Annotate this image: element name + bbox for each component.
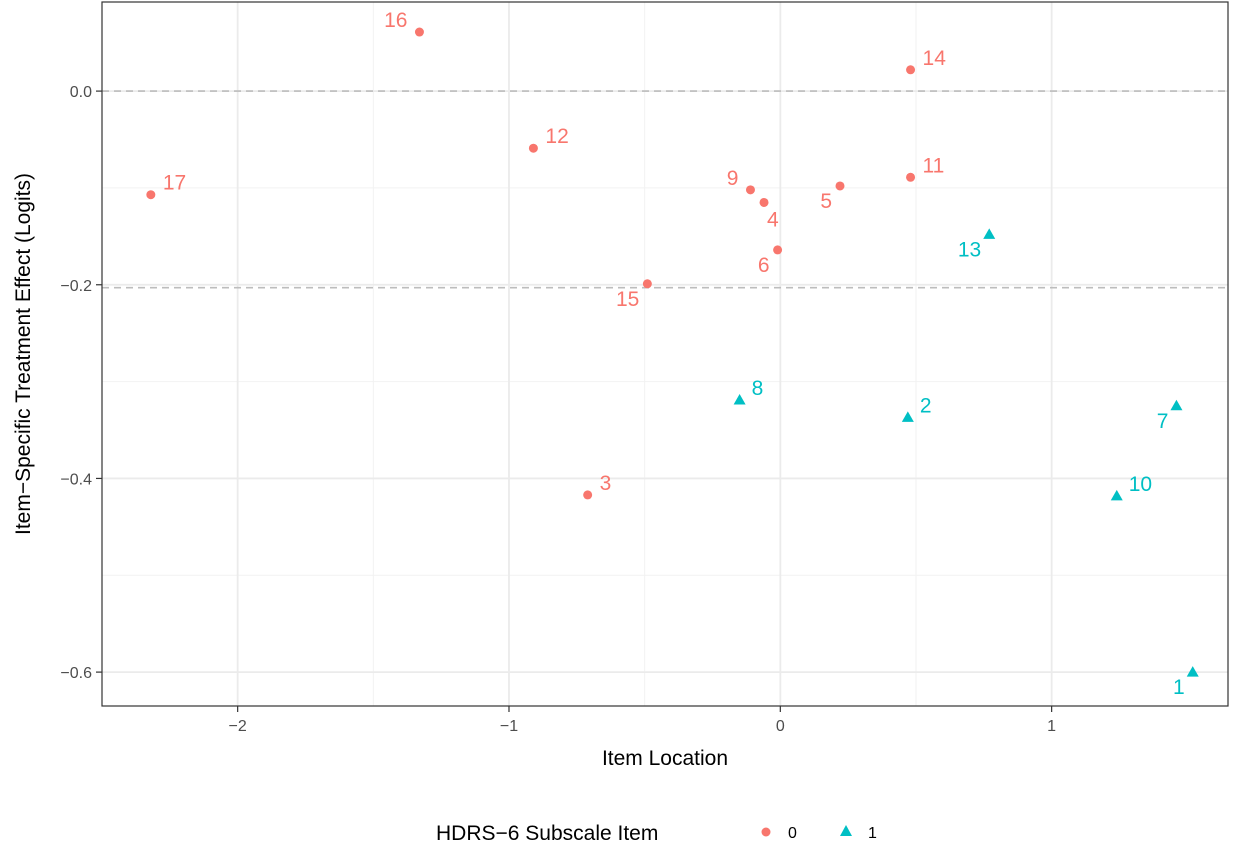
data-point-circle <box>528 143 538 153</box>
x-tick-label: 1 <box>1047 718 1056 735</box>
data-point-circle <box>835 181 845 191</box>
point-label: 4 <box>767 208 779 231</box>
y-tick-label: 0.0 <box>70 84 92 101</box>
point-label: 7 <box>1157 410 1169 433</box>
data-point-circle <box>773 245 783 255</box>
data-points <box>146 27 1199 677</box>
data-point-circle <box>906 172 916 182</box>
point-label: 6 <box>758 254 770 277</box>
y-tick-label: −0.2 <box>60 278 92 295</box>
point-label: 2 <box>920 394 932 417</box>
data-point-circle <box>146 190 156 200</box>
point-label: 5 <box>820 190 832 213</box>
point-labels: 16 14 12 17 11 9 5 4 6 15 3 13 8 2 7 10 1 <box>163 9 1185 699</box>
point-label: 10 <box>1129 473 1152 496</box>
legend-label: 0 <box>788 825 797 842</box>
legend-key-circle <box>761 827 771 837</box>
point-label: 16 <box>384 9 407 32</box>
data-point-circle <box>906 65 916 75</box>
data-point-circle <box>642 279 652 289</box>
data-point-triangle <box>983 228 996 239</box>
data-point-circle <box>745 185 755 195</box>
point-label: 1 <box>1173 676 1185 699</box>
legend-key-triangle <box>840 825 852 836</box>
x-tick-label: −2 <box>229 718 247 735</box>
y-axis-title: Item−Specific Treatment Effect (Logits) <box>12 173 35 535</box>
reference-lines <box>102 90 1228 289</box>
x-axis-title: Item Location <box>602 747 728 770</box>
data-point-circle <box>414 27 424 37</box>
legend-title: HDRS−6 Subscale Item <box>436 822 658 845</box>
data-point-triangle <box>1110 489 1123 501</box>
data-point-triangle <box>1170 399 1183 411</box>
point-label: 3 <box>600 472 612 495</box>
data-point-triangle <box>901 411 914 422</box>
axes: −2 −1 0 1 −0.6 −0.4 −0.2 0.0 <box>60 84 1056 735</box>
y-tick-label: −0.4 <box>60 471 92 488</box>
point-label: 13 <box>958 238 981 261</box>
data-point-triangle <box>1186 666 1199 677</box>
point-label: 17 <box>163 172 186 195</box>
legend-label: 1 <box>868 825 877 842</box>
data-point-circle <box>759 197 769 207</box>
data-point-triangle <box>733 393 746 405</box>
y-tick-label: −0.6 <box>60 665 92 682</box>
point-label: 11 <box>923 154 945 177</box>
point-label: 15 <box>616 288 639 311</box>
point-label: 9 <box>727 167 739 190</box>
x-tick-label: 0 <box>776 718 785 735</box>
data-point-circle <box>583 490 593 500</box>
grid <box>102 2 1228 706</box>
panel-border <box>101 1 1229 707</box>
point-label: 14 <box>923 47 947 70</box>
point-label: 8 <box>752 377 764 400</box>
point-label: 12 <box>545 125 568 148</box>
x-tick-label: −1 <box>500 718 518 735</box>
